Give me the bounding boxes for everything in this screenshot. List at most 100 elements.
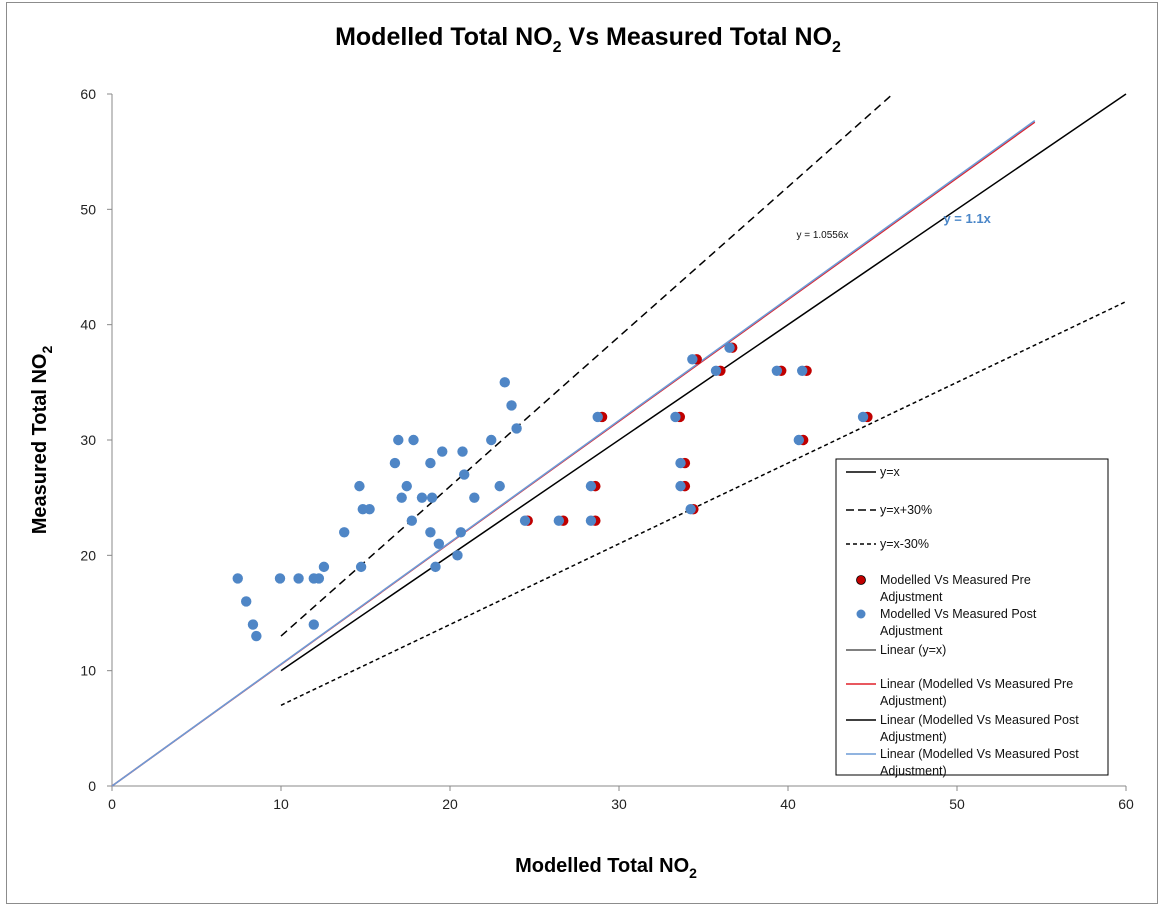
point-post bbox=[506, 400, 517, 411]
point-post bbox=[308, 619, 319, 630]
point-post bbox=[797, 365, 808, 376]
x-tick-label: 60 bbox=[1118, 796, 1134, 812]
legend-label-cont: Adjustment) bbox=[880, 694, 947, 708]
legend-item: y=x+30% bbox=[846, 503, 932, 517]
point-post bbox=[364, 504, 375, 515]
legend-label: y=x-30% bbox=[880, 537, 929, 551]
legend-item: Modelled Vs Measured Pre Adjustment bbox=[856, 573, 1031, 604]
x-tick-label: 0 bbox=[108, 796, 116, 812]
trendline-equation: y = 1.1x bbox=[943, 211, 991, 226]
point-post bbox=[685, 504, 696, 515]
point-post bbox=[354, 480, 365, 492]
y-tick-label: 10 bbox=[80, 663, 96, 679]
legend: y=x y=x+30% y=x-30% Modelled Vs Measured Pr… bbox=[835, 458, 1109, 778]
point-post bbox=[232, 573, 243, 584]
legend-item: Linear (Modelled Vs Measured Post Adjustm… bbox=[846, 713, 1079, 744]
point-post bbox=[857, 411, 869, 423]
point-post bbox=[452, 550, 463, 561]
legend-label: Linear (Modelled Vs Measured Pre bbox=[880, 677, 1073, 691]
point-post bbox=[455, 527, 467, 538]
legend-label: Linear (y=x) bbox=[880, 643, 946, 657]
point-post bbox=[670, 411, 681, 423]
point-post bbox=[318, 561, 330, 573]
point-post bbox=[585, 515, 597, 526]
point-post bbox=[519, 515, 531, 526]
reference-line bbox=[280, 93, 1127, 672]
point-post bbox=[393, 434, 404, 446]
point-post bbox=[710, 365, 722, 376]
y-tick-label: 20 bbox=[80, 547, 96, 563]
point-post bbox=[459, 469, 470, 480]
legend-label: Linear (Modelled Vs Measured Post bbox=[880, 713, 1079, 727]
legend-item: y=x bbox=[846, 465, 901, 479]
point-post bbox=[494, 480, 505, 492]
x-tick-label: 30 bbox=[611, 796, 627, 812]
point-post bbox=[511, 423, 522, 434]
reference-line bbox=[280, 300, 1127, 706]
legend-marker bbox=[856, 575, 866, 585]
point-post bbox=[585, 480, 597, 492]
legend-label-cont: Adjustment) bbox=[880, 764, 947, 778]
point-post bbox=[724, 342, 735, 353]
y-tick-label: 50 bbox=[80, 201, 96, 217]
point-post bbox=[426, 492, 438, 503]
legend-marker bbox=[856, 609, 866, 619]
legend-label-cont: Adjustment bbox=[880, 624, 943, 638]
legend-item: y=x-30% bbox=[846, 537, 929, 551]
point-post bbox=[499, 377, 510, 388]
point-post bbox=[274, 573, 286, 584]
point-post bbox=[406, 515, 418, 526]
point-post bbox=[430, 561, 441, 573]
point-post bbox=[251, 630, 262, 642]
point-post bbox=[457, 446, 468, 457]
point-post bbox=[433, 538, 445, 549]
x-tick-label: 10 bbox=[273, 796, 289, 812]
legend-label-cont: Adjustment bbox=[880, 590, 943, 604]
trendline-equation: y = 1.0556x bbox=[796, 230, 848, 241]
legend-label: Modelled Vs Measured Post bbox=[880, 607, 1037, 621]
legend-item: Linear (Modelled Vs Measured Post Adjustm… bbox=[846, 747, 1079, 778]
x-tick-label: 20 bbox=[442, 796, 458, 812]
annotations: y = 1.0556x y = 1.1x bbox=[796, 211, 991, 241]
data-points bbox=[232, 342, 873, 642]
point-post bbox=[339, 527, 350, 538]
point-post bbox=[293, 573, 304, 584]
x-axis-title: Modelled Total NO2 bbox=[515, 855, 697, 881]
point-post bbox=[687, 354, 698, 365]
x-tick-label: 50 bbox=[949, 796, 965, 812]
legend-label: y=x bbox=[880, 465, 901, 479]
point-post bbox=[313, 573, 325, 584]
legend-box bbox=[835, 458, 1109, 776]
point-post bbox=[437, 446, 448, 457]
point-post bbox=[396, 492, 407, 503]
point-post bbox=[771, 365, 783, 376]
y-tick-label: 0 bbox=[88, 778, 96, 794]
point-post bbox=[486, 434, 497, 446]
legend-item: Modelled Vs Measured Post Adjustment bbox=[856, 607, 1037, 638]
trendline bbox=[111, 120, 1036, 787]
point-post bbox=[425, 527, 436, 538]
point-post bbox=[469, 492, 480, 503]
axis-ticks: 0 10 20 30 40 50 60 0 10 20 30 40 50 60 bbox=[80, 86, 1134, 812]
point-post bbox=[389, 457, 401, 469]
legend-label-cont: Adjustment) bbox=[880, 730, 947, 744]
point-post bbox=[793, 434, 805, 446]
legend-label: Linear (Modelled Vs Measured Post bbox=[880, 747, 1079, 761]
point-post bbox=[401, 480, 412, 492]
point-post bbox=[355, 561, 367, 573]
point-post bbox=[425, 457, 436, 469]
point-post bbox=[408, 434, 419, 446]
legend-item: Linear (Modelled Vs Measured Pre Adjustme… bbox=[846, 677, 1073, 708]
legend-item: Linear (y=x) bbox=[846, 643, 946, 657]
reference-line bbox=[280, 93, 894, 637]
point-post bbox=[553, 515, 565, 526]
y-tick-label: 40 bbox=[80, 317, 96, 333]
legend-label: Modelled Vs Measured Pre bbox=[880, 573, 1031, 587]
point-post bbox=[675, 480, 686, 492]
y-tick-label: 30 bbox=[80, 432, 96, 448]
y-axis-title: Measured Total NO2 bbox=[29, 346, 55, 535]
x-tick-label: 40 bbox=[780, 796, 796, 812]
point-post bbox=[675, 457, 686, 469]
y-tick-label: 60 bbox=[80, 86, 96, 102]
